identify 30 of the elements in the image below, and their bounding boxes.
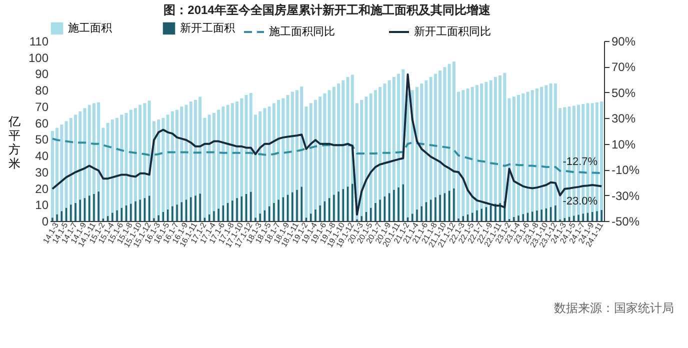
y-tick-label: 100 <box>28 50 49 65</box>
y2-tick-label: 10% <box>612 137 636 152</box>
y2-tick-label: 30% <box>612 112 636 126</box>
y-tick-label: 80 <box>35 84 49 98</box>
y-tick-label: 30 <box>35 165 49 180</box>
line-series <box>51 138 603 174</box>
y-tick-label: 110 <box>29 34 49 48</box>
legend-label: 新开工面积同比 <box>414 25 491 38</box>
y-axis-title: 亿平方米 <box>8 114 20 170</box>
y-tick-label: 40 <box>35 149 49 164</box>
y-tick-label: 70 <box>35 100 49 114</box>
y-tick-label: 20 <box>35 182 49 196</box>
source-note: 数据来源：国家统计局 <box>554 300 674 317</box>
legend-label: 施工面积同比 <box>269 25 335 38</box>
y2-tick-label: 90% <box>612 34 636 48</box>
y2-tick-label: -10% <box>612 163 640 178</box>
chart-title: 图：2014年至今全国房屋累计新开工和施工面积及其同比增速 <box>164 3 492 17</box>
y-tick-label: 90 <box>35 67 49 82</box>
y-tick-label: 50 <box>35 132 49 147</box>
y-tick-label: 60 <box>35 116 49 130</box>
y2-tick-label: 50% <box>612 86 636 100</box>
line-series <box>51 73 603 216</box>
y2-tick-label: -30% <box>612 188 640 203</box>
legend-label: 施工面积 <box>68 21 112 34</box>
legend-label: 新开工面积 <box>180 21 235 34</box>
data-label: -23.0% <box>562 195 598 208</box>
y2-tick-label: -50% <box>612 214 640 228</box>
y2-tick-label: 70% <box>612 60 636 74</box>
y-tick-label: 10 <box>35 198 49 212</box>
data-label: -12.7% <box>562 156 598 168</box>
